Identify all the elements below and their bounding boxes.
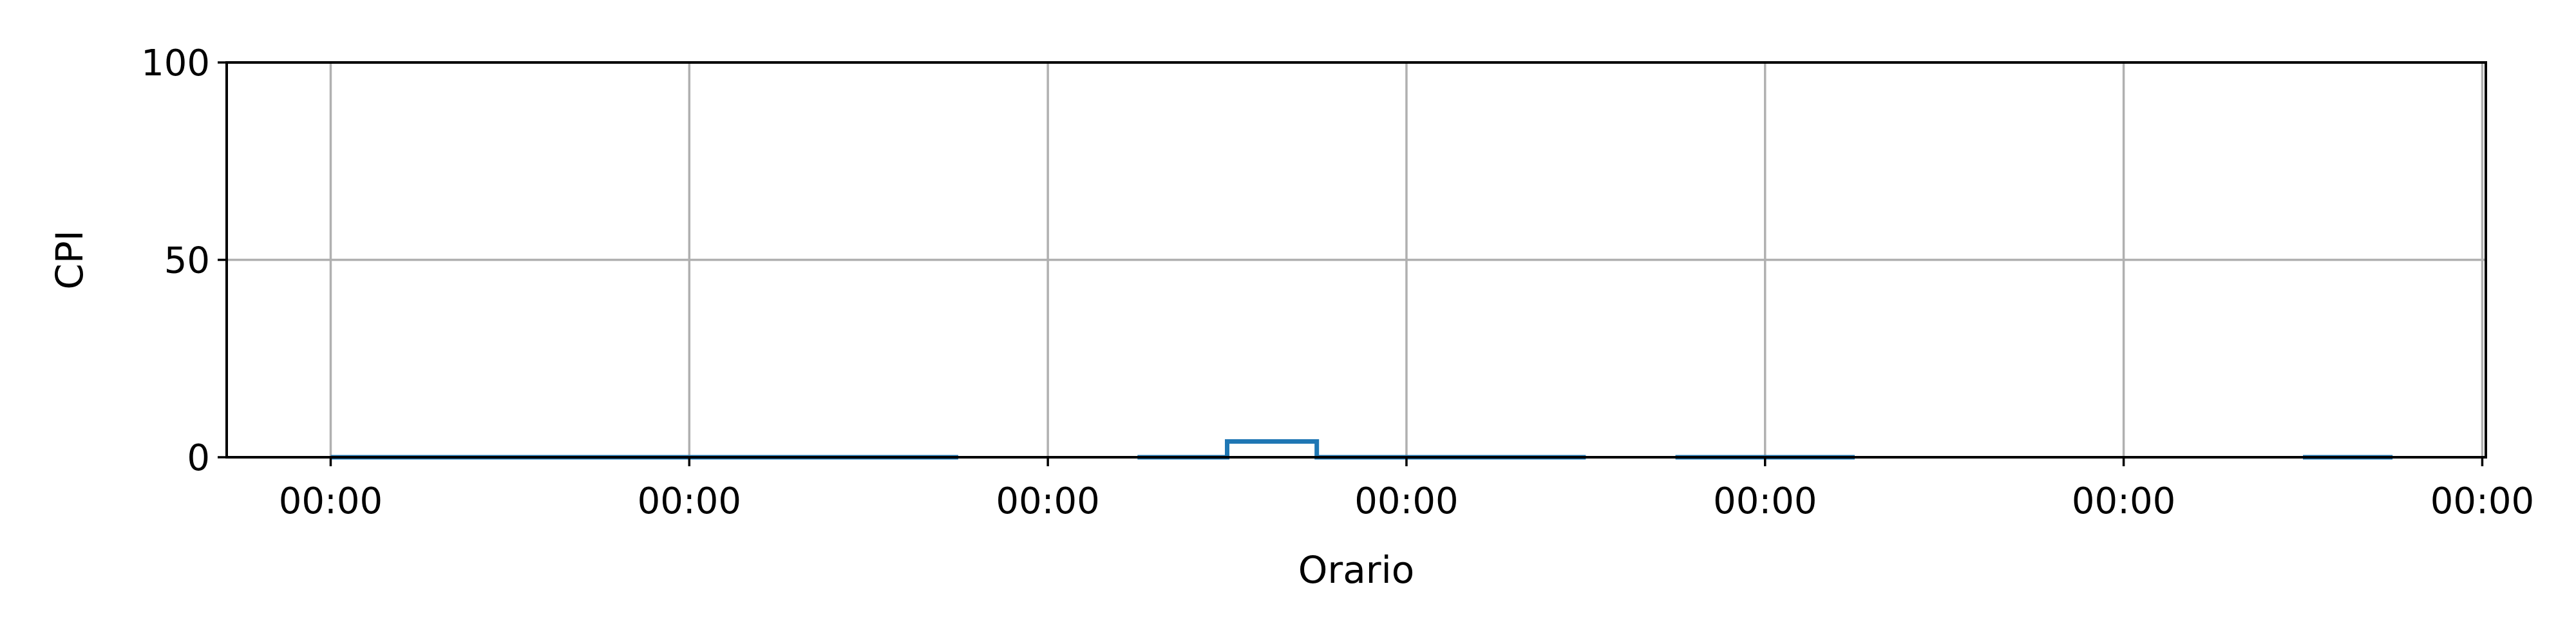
x-axis-title: Orario xyxy=(1298,548,1415,592)
cpi-series-line xyxy=(1137,439,1586,460)
grid-lines xyxy=(227,61,2486,459)
x-tick-label: 00:00 xyxy=(996,480,1099,522)
plot-area xyxy=(330,439,2393,460)
y-tick-label: 50 xyxy=(164,240,210,282)
x-tick-label: 00:00 xyxy=(638,480,741,522)
y-tick-label: 100 xyxy=(141,43,210,84)
axis-ticks: 00:00 00:00 00:00 00:00 00:00 00:00 00:00 0 50 10… xyxy=(141,43,2534,522)
y-tick-label: 0 xyxy=(187,437,210,479)
x-tick-label: 00:00 xyxy=(1354,480,1458,522)
x-tick-label: 00:00 xyxy=(2072,480,2175,522)
x-tick-label: 00:00 xyxy=(2430,480,2534,522)
x-tick-label: 00:00 xyxy=(1713,480,1817,522)
y-axis-title: CPI xyxy=(48,230,91,290)
x-tick-label: 00:00 xyxy=(279,480,383,522)
